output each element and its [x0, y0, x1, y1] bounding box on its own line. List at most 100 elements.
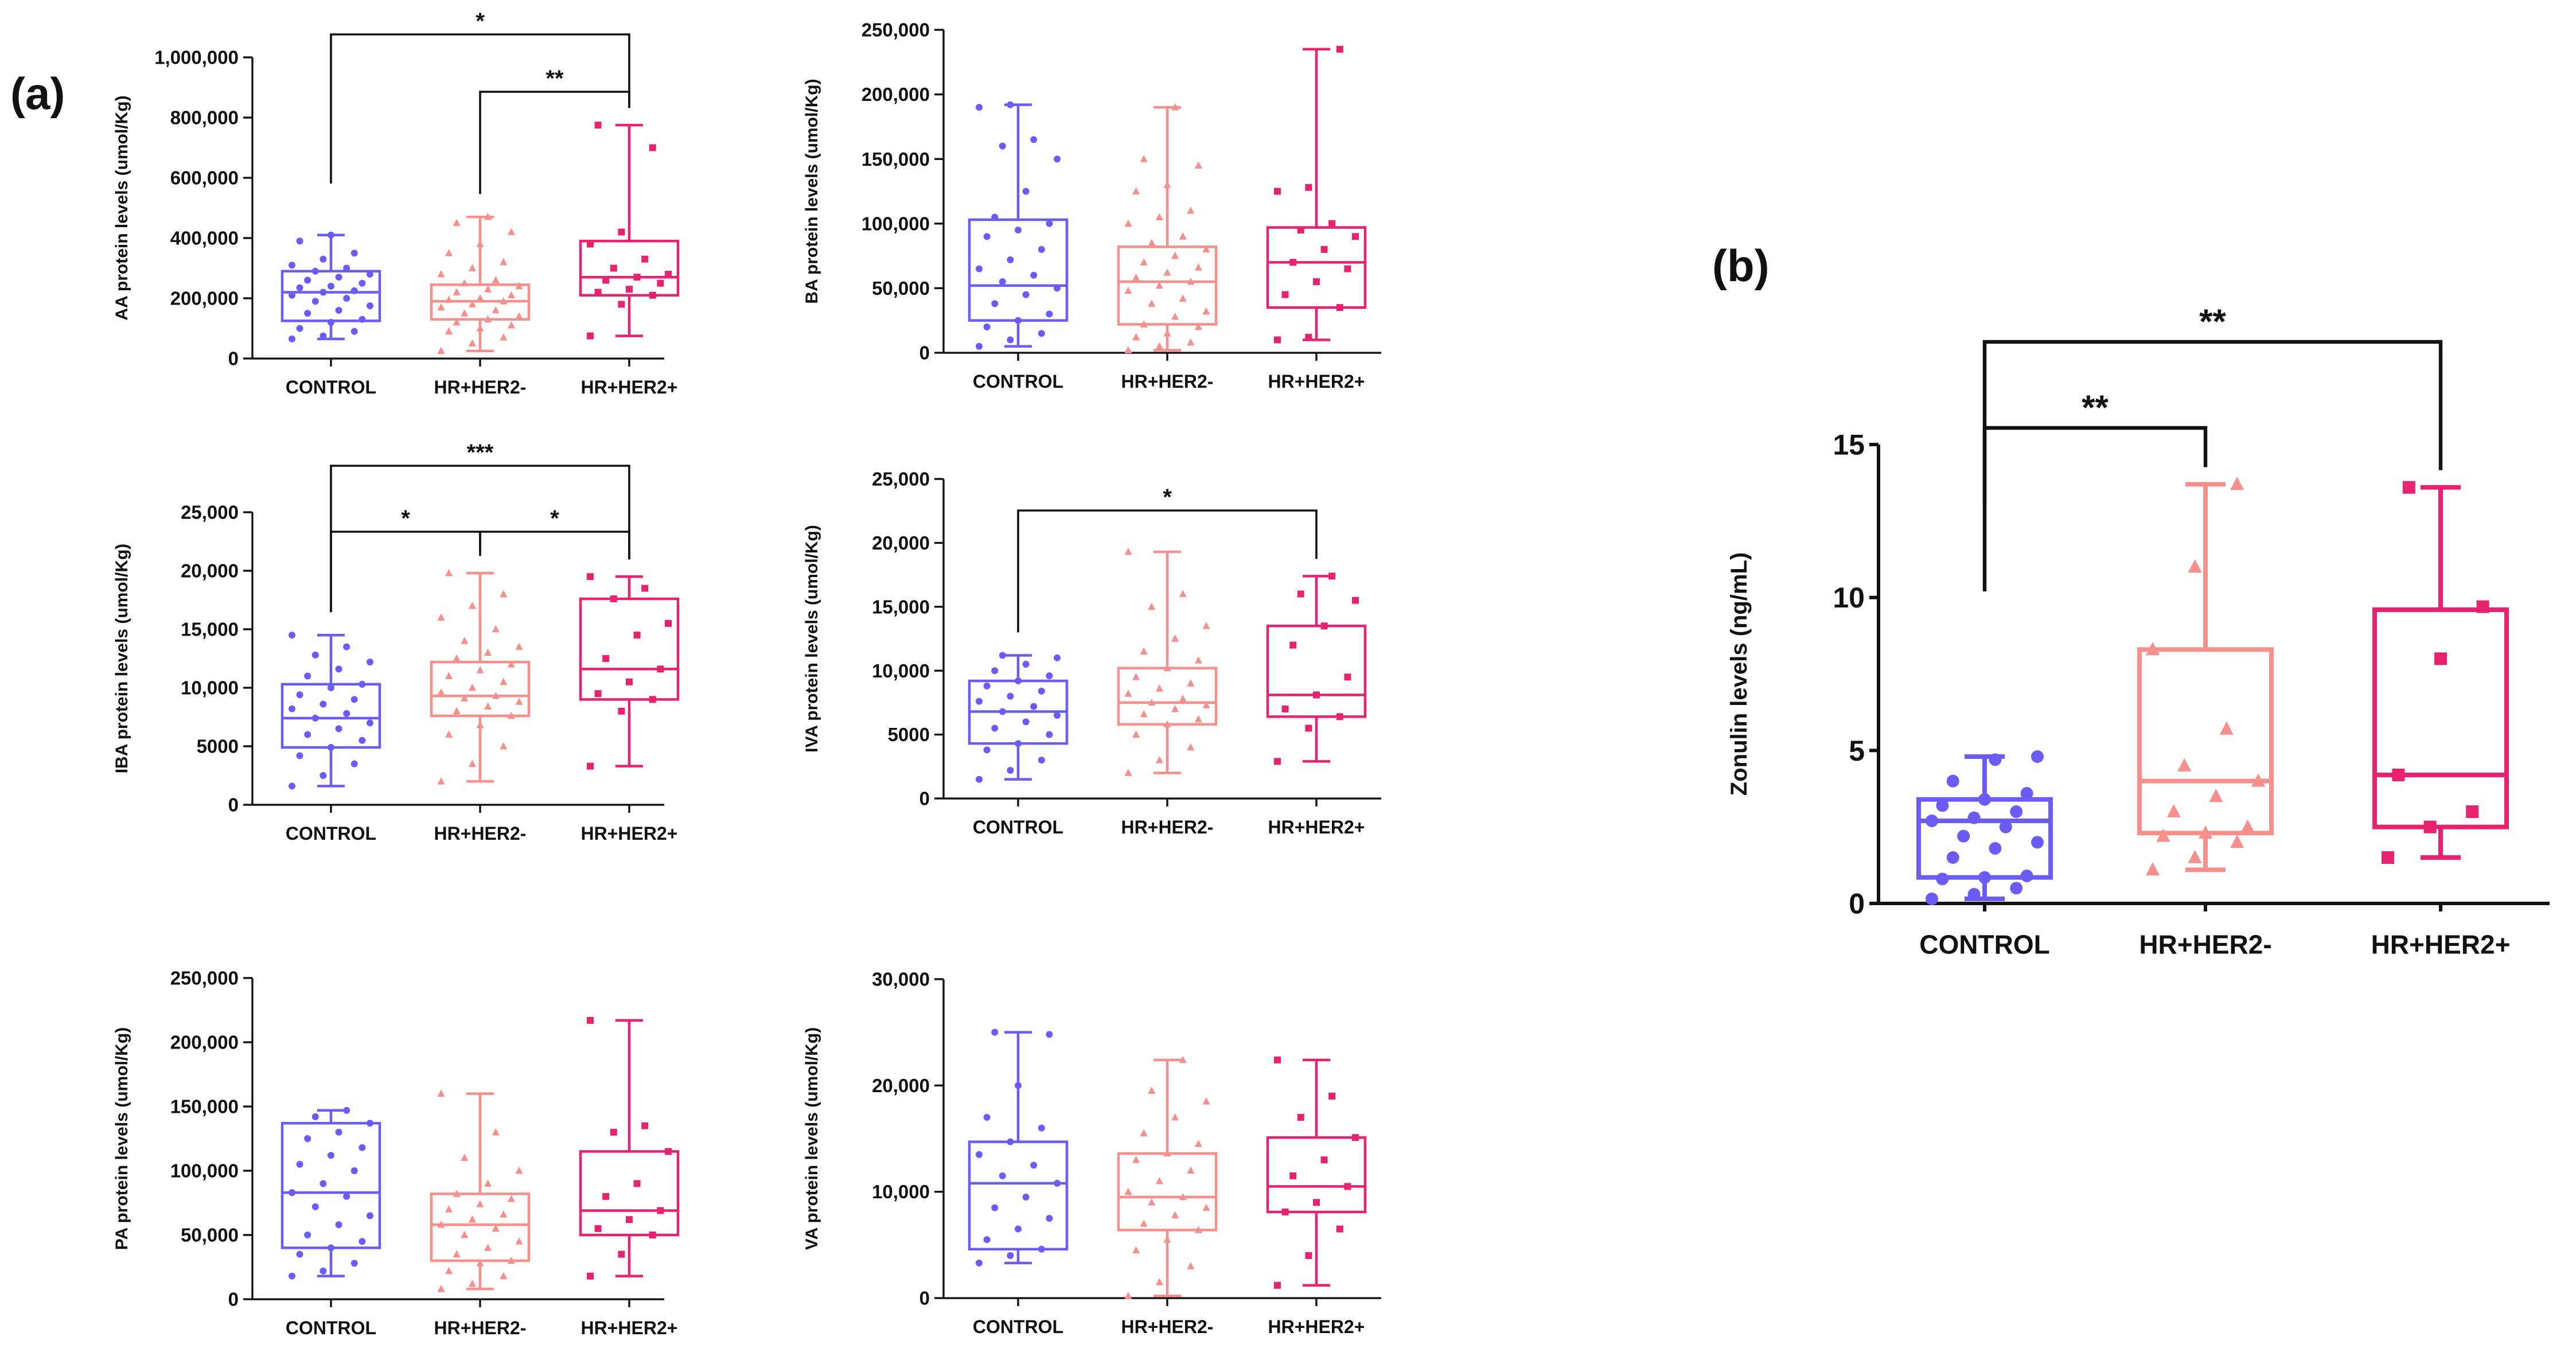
data-point [1015, 1225, 1022, 1233]
box-hr-her2- [2372, 481, 2509, 864]
data-point [296, 691, 303, 699]
data-point [343, 710, 350, 717]
data-point [484, 1244, 492, 1251]
data-point [1038, 1124, 1045, 1132]
y-axis-title: Zonulin levels (ng/mL) [1727, 552, 1752, 796]
data-point [2230, 477, 2244, 490]
data-point [649, 1232, 656, 1238]
data-point [1007, 692, 1014, 700]
data-point [335, 1221, 342, 1229]
data-point [296, 1160, 303, 1168]
data-point [1022, 188, 1030, 195]
data-point [335, 725, 342, 733]
data-point [453, 707, 461, 715]
box-hr-her2- [1117, 547, 1218, 776]
data-point [1281, 706, 1289, 713]
data-point [1007, 101, 1014, 108]
data-point [289, 262, 295, 269]
data-point [2188, 559, 2202, 573]
data-point [665, 1148, 672, 1155]
data-point [633, 1180, 641, 1187]
data-point [610, 1128, 617, 1136]
data-point [507, 1195, 515, 1202]
data-point [602, 276, 610, 284]
data-point [500, 297, 508, 305]
significance-bracket: ** [479, 66, 630, 194]
data-point [1046, 672, 1053, 680]
data-point [335, 274, 342, 281]
significance-bracket: * [1017, 485, 1318, 633]
data-point [1124, 547, 1132, 555]
data-point [296, 752, 303, 759]
data-point [296, 1250, 303, 1258]
data-point [445, 672, 453, 679]
data-point [2145, 642, 2160, 656]
data-point [1155, 1278, 1163, 1285]
data-point [1202, 1203, 1210, 1211]
data-point [453, 219, 461, 227]
data-point [437, 1089, 445, 1097]
y-tick-label: 10,000 [872, 660, 930, 681]
data-point [468, 683, 476, 691]
data-point [1124, 346, 1132, 353]
data-point [289, 291, 295, 299]
significance-label: * [476, 9, 485, 34]
data-point [1038, 1245, 1045, 1253]
data-point [468, 1215, 476, 1223]
significance-bracket: ** [1982, 302, 2443, 505]
box-control [1916, 750, 2053, 905]
data-point [1015, 227, 1022, 234]
data-point [1187, 743, 1195, 751]
data-point [507, 711, 515, 719]
data-point [445, 1205, 453, 1213]
data-point [492, 1224, 500, 1232]
data-point [319, 332, 327, 340]
box-control [280, 632, 381, 790]
data-point [1320, 622, 1328, 630]
y-tick-label: 150,000 [170, 1096, 239, 1117]
data-point [296, 325, 303, 332]
data-point [1163, 329, 1171, 337]
data-point [1171, 634, 1179, 642]
data-point [358, 680, 366, 688]
data-point [1305, 333, 1312, 341]
data-point [1187, 277, 1195, 285]
data-point [1352, 1134, 1359, 1141]
data-point [1007, 1252, 1014, 1259]
data-point [1344, 673, 1351, 681]
data-point [587, 573, 594, 580]
data-point [1274, 758, 1281, 765]
data-point [2031, 836, 2044, 849]
y-tick-label: 5 [1849, 735, 1865, 767]
data-point [289, 782, 295, 790]
x-tick-label: HR+HER2+ [2371, 929, 2511, 959]
data-point [641, 585, 649, 592]
data-point [500, 677, 508, 685]
data-point [2156, 828, 2170, 842]
data-point [665, 619, 672, 627]
data-point [983, 323, 991, 330]
data-point [484, 648, 492, 656]
y-tick-label: 1,000,000 [154, 47, 239, 68]
data-point [476, 294, 484, 302]
data-point [999, 708, 1006, 715]
x-tick-label: HR+HER2- [1121, 817, 1214, 837]
y-tick-label: 200,000 [170, 288, 239, 309]
data-point [445, 327, 453, 335]
data-point [1022, 718, 1030, 726]
box-hr-her2- [1266, 572, 1367, 765]
data-point [641, 1122, 649, 1129]
x-tick-label: HR+HER2+ [581, 377, 678, 398]
x-tick-label: HR+HER2- [2139, 929, 2271, 959]
data-point [289, 705, 295, 712]
panel-label-b: (b) [1712, 240, 1770, 291]
data-point [2010, 882, 2023, 895]
data-point [2219, 721, 2234, 735]
data-point [976, 1151, 983, 1158]
data-point [1038, 330, 1045, 337]
data-point [1344, 1183, 1351, 1190]
y-tick-label: 0 [1849, 888, 1865, 920]
y-tick-label: 25,000 [181, 502, 239, 523]
x-tick-label: HR+HER2- [434, 377, 527, 398]
data-point [1140, 258, 1148, 266]
